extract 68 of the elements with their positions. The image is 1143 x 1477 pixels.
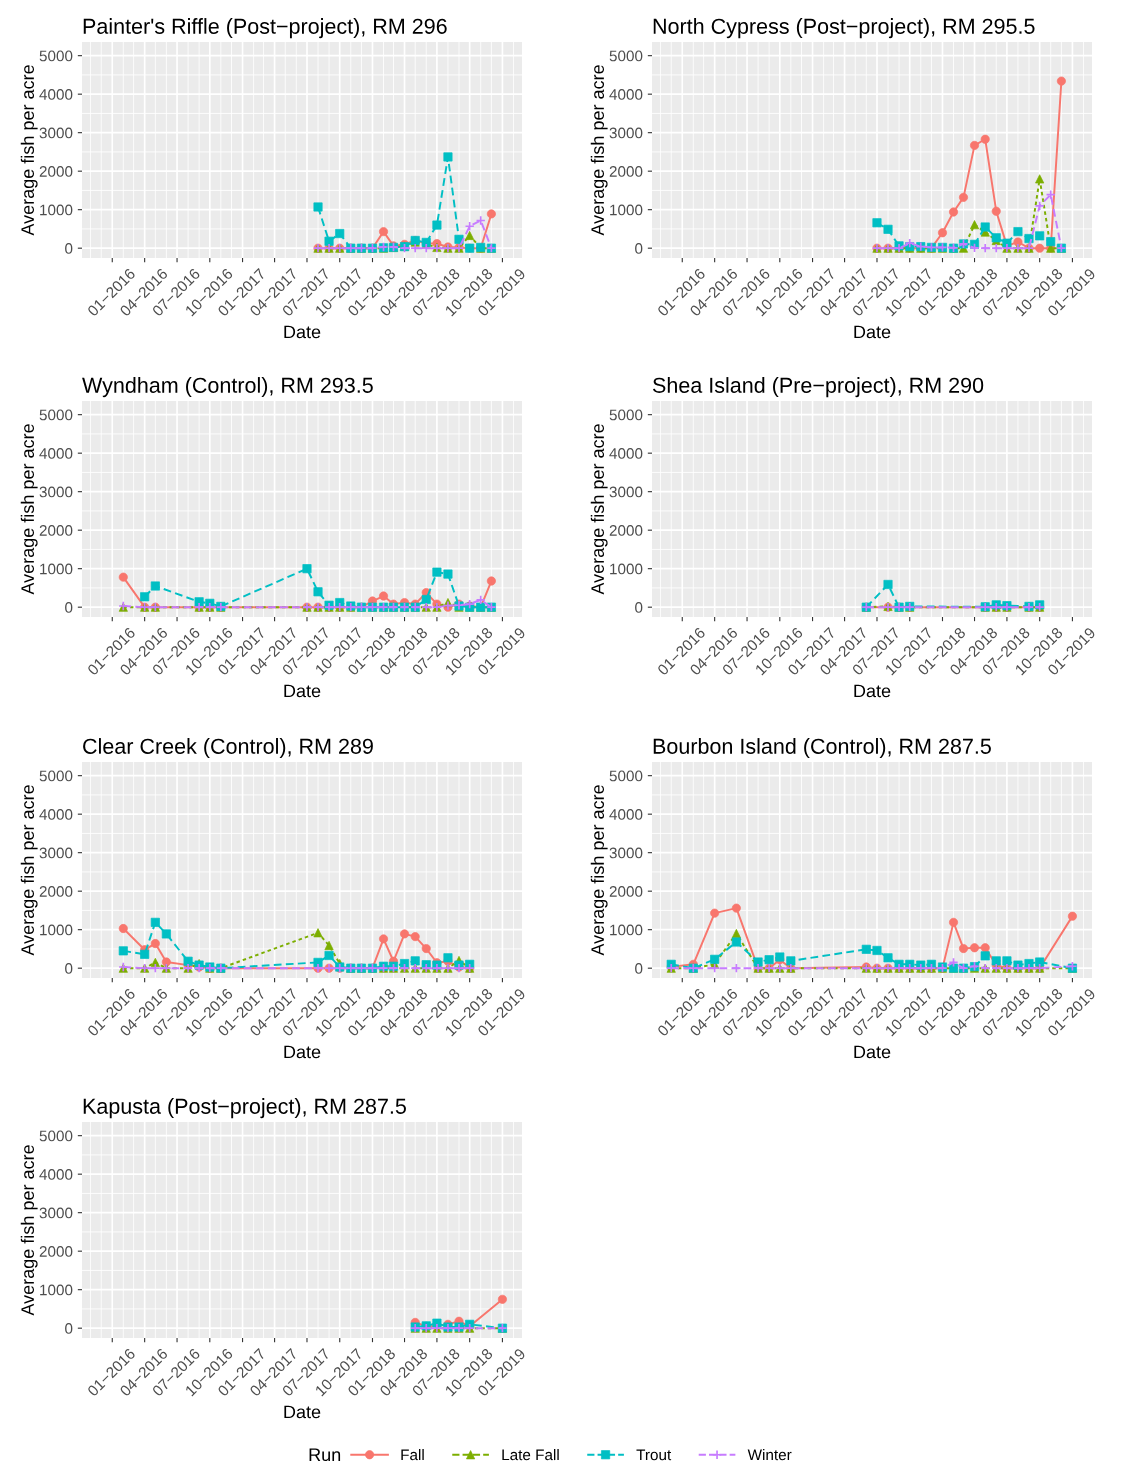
x-axis-title: Date (854, 325, 891, 339)
x-axis-title: Date (854, 684, 891, 698)
y-tick-label: 1000 (40, 563, 73, 575)
y-tick-label: 4000 (609, 448, 643, 459)
x-axis-title: Date (284, 325, 321, 339)
y-axis-title: Average fish per acre (20, 1145, 38, 1316)
chart-title: Bourbon Island (Control), RM 287.5 (653, 738, 991, 759)
y-tick-label: 3000 (39, 127, 73, 139)
y-tick-label: 0 (635, 243, 643, 254)
y-axis-title: Average fish per acre (590, 785, 608, 956)
y-tick-label: 4000 (39, 448, 73, 459)
y-tick-label: 3000 (609, 847, 643, 859)
y-tick-label: 4000 (609, 89, 643, 100)
y-tick-label: 3000 (39, 847, 73, 859)
y-tick-label: 0 (65, 602, 73, 613)
y-tick-label: 0 (65, 963, 73, 974)
y-tick-label: 1000 (40, 204, 73, 216)
y-tick-label: 3000 (609, 486, 643, 498)
legend-title: Run (309, 1448, 341, 1462)
y-axis-title: Average fish per acre (20, 65, 38, 236)
y-tick-label: 2000 (609, 886, 643, 897)
y-tick-label: 3000 (39, 1207, 73, 1219)
y-tick-label: 1000 (610, 563, 643, 575)
y-tick-label: 3000 (39, 486, 73, 498)
y-tick-label: 4000 (609, 809, 643, 820)
y-tick-label: 0 (65, 1323, 73, 1334)
y-axis-title: Average fish per acre (20, 424, 38, 595)
y-tick-label: 1000 (610, 924, 643, 936)
y-tick-label: 2000 (609, 166, 643, 177)
y-tick-label: 0 (635, 963, 643, 974)
y-tick-label: 3000 (609, 127, 643, 139)
x-axis-title: Date (284, 1045, 321, 1059)
legend-label: Fall (401, 1449, 424, 1461)
x-axis-title: Date (284, 1405, 321, 1419)
x-axis-title: Date (854, 1045, 891, 1059)
y-tick-label: 2000 (39, 1246, 73, 1257)
y-axis-title: Average fish per acre (20, 785, 38, 956)
y-tick-label: 4000 (39, 809, 73, 820)
chart-title: North Cypress (Post−project), RM 295.5 (653, 18, 1035, 39)
y-axis-title: Average fish per acre (590, 424, 608, 595)
y-tick-label: 1000 (610, 204, 643, 216)
y-tick-label: 5000 (609, 409, 643, 421)
y-tick-label: 2000 (39, 886, 73, 897)
legend-label: Trout (636, 1449, 672, 1461)
y-tick-label: 2000 (609, 525, 643, 536)
y-tick-label: 5000 (39, 770, 73, 782)
y-axis-title: Average fish per acre (590, 65, 608, 236)
y-tick-label: 5000 (609, 50, 643, 62)
legend-label: Winter (747, 1449, 792, 1461)
legend-label: Late Fall (502, 1449, 559, 1461)
y-tick-label: 2000 (39, 166, 73, 177)
y-tick-label: 5000 (39, 409, 73, 421)
chart-title: Shea Island (Pre−project), RM 290 (652, 377, 984, 398)
x-axis-title: Date (284, 684, 321, 698)
y-tick-label: 2000 (39, 525, 73, 536)
y-tick-label: 0 (635, 602, 643, 613)
y-tick-label: 0 (65, 243, 73, 254)
chart-title: Kapusta (Post−project), RM 287.5 (83, 1098, 406, 1119)
y-tick-label: 1000 (40, 924, 73, 936)
y-tick-label: 4000 (39, 1169, 73, 1180)
y-tick-label: 4000 (39, 89, 73, 100)
y-tick-label: 5000 (39, 1130, 73, 1142)
y-tick-label: 1000 (40, 1284, 73, 1296)
y-tick-label: 5000 (609, 770, 643, 782)
chart-title: Painter's Riffle (Post−project), RM 296 (83, 18, 447, 39)
chart-title: Wyndham (Control), RM 293.5 (82, 377, 373, 398)
y-tick-label: 5000 (39, 50, 73, 62)
chart-title: Clear Creek (Control), RM 289 (83, 738, 373, 759)
